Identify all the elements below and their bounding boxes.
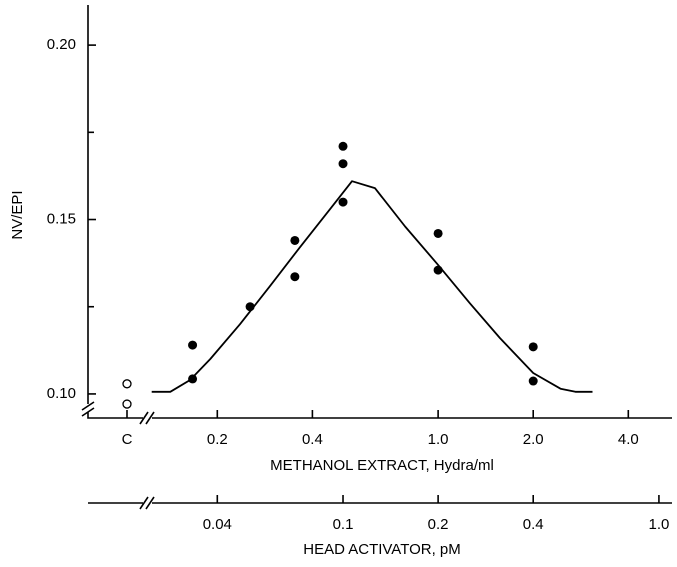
x2-tick-label: 0.4 bbox=[523, 516, 544, 533]
data-point bbox=[528, 342, 538, 352]
y-tick-label: 0.10 bbox=[47, 385, 76, 402]
x-tick-label: 2.0 bbox=[523, 431, 544, 448]
x2-tick-label: 0.04 bbox=[203, 516, 232, 533]
x2-tick-label: 0.1 bbox=[333, 516, 354, 533]
data-point bbox=[290, 272, 300, 282]
x-axis-label: METHANOL EXTRACT, Hydra/ml bbox=[270, 457, 494, 474]
y-axis-label: NV/EPI bbox=[9, 190, 26, 239]
data-point bbox=[338, 141, 348, 151]
data-point bbox=[433, 228, 443, 238]
x-tick-label: 0.2 bbox=[207, 431, 228, 448]
control-point bbox=[122, 379, 132, 389]
data-point bbox=[338, 159, 348, 169]
x2-axis-label: HEAD ACTIVATOR, pM bbox=[303, 541, 461, 558]
data-point bbox=[290, 235, 300, 245]
control-point bbox=[122, 399, 132, 409]
data-point bbox=[528, 376, 538, 386]
x2-tick-label: 0.2 bbox=[428, 516, 449, 533]
data-point bbox=[338, 197, 348, 207]
x-tick-label: 0.4 bbox=[302, 431, 323, 448]
data-point bbox=[188, 340, 198, 350]
axis-line bbox=[81, 5, 143, 504]
axis-break bbox=[139, 411, 672, 510]
x-tick-label: 4.0 bbox=[618, 431, 639, 448]
x-tick-label: 1.0 bbox=[428, 431, 449, 448]
x2-tick-label: 1.0 bbox=[648, 516, 669, 533]
fit-curve bbox=[151, 180, 593, 393]
x-tick-label: C bbox=[122, 431, 133, 448]
data-point bbox=[188, 374, 198, 384]
y-tick-label: 0.20 bbox=[47, 36, 76, 53]
y-tick-label: 0.15 bbox=[47, 210, 76, 227]
